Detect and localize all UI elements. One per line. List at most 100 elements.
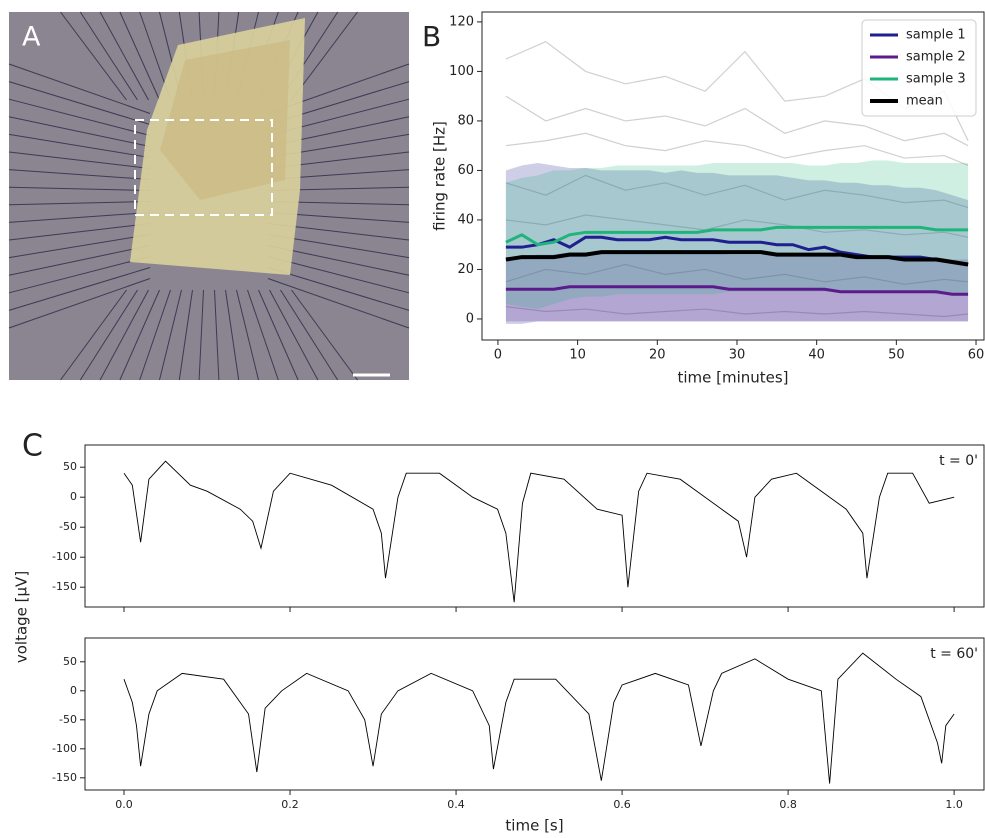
electrode-line <box>119 11 160 101</box>
electrode-line <box>291 289 358 381</box>
x-tick-label: 50 <box>888 348 905 363</box>
trace-line <box>123 460 955 603</box>
trace-line <box>123 652 955 784</box>
x-tick-label: 0 <box>494 348 502 363</box>
electrode-line <box>280 289 339 381</box>
trace-line <box>505 95 969 147</box>
x-tick-label: 20 <box>649 348 666 363</box>
y-tick-label: -150 <box>52 580 77 593</box>
y-tick-label: 0 <box>466 311 474 326</box>
electrode-line <box>60 11 127 101</box>
y-tick-label: -50 <box>59 520 77 533</box>
legend-label: sample 2 <box>906 50 966 65</box>
panel-label: A <box>22 22 41 53</box>
electrode-line <box>8 256 151 294</box>
x-tick-label: 0.6 <box>613 798 631 811</box>
trace-line <box>505 174 969 209</box>
x-tick-label: 1.0 <box>945 798 963 811</box>
electrode-line <box>8 212 151 223</box>
electrode-line <box>8 169 151 180</box>
roi-box <box>134 119 273 216</box>
y-tick-label: -100 <box>52 742 77 755</box>
electrode-line <box>8 186 151 191</box>
series-line <box>505 225 969 247</box>
x-tick-label: 30 <box>729 348 746 363</box>
annotation: t = 60' <box>930 646 978 662</box>
electrode-line <box>8 151 151 169</box>
electrode-line <box>99 289 149 381</box>
y-tick-label: -150 <box>52 771 77 784</box>
series-line <box>505 250 969 267</box>
y-tick-label: 50 <box>63 460 77 473</box>
x-tick-label: 0.0 <box>115 798 133 811</box>
electrode-line <box>267 256 410 294</box>
series-line <box>505 285 969 296</box>
electrode-line <box>8 116 151 147</box>
plot-area <box>123 460 955 603</box>
electrode-line <box>8 267 151 311</box>
axes-frame <box>84 444 985 608</box>
electrode-line <box>60 289 127 381</box>
x-tick-label: 10 <box>569 348 586 363</box>
y-tick-label: 0 <box>70 684 77 697</box>
electrode-line <box>79 11 138 101</box>
y-tick-label: 120 <box>449 14 474 29</box>
x-tick-label: 60 <box>968 348 985 363</box>
electrode-line <box>99 11 149 101</box>
x-tick-label: 0.8 <box>779 798 797 811</box>
y-tick-label: 20 <box>457 262 474 277</box>
electrode-line <box>267 278 410 329</box>
legend-label: mean <box>906 94 943 109</box>
x-axis-label: time [s] <box>505 817 563 835</box>
electrode-line <box>79 289 138 381</box>
legend-label: sample 3 <box>906 72 966 87</box>
electrode-line <box>247 289 279 381</box>
y-axis-label: firing rate [Hz] <box>431 121 449 231</box>
y-tick-label: 100 <box>449 64 474 79</box>
electrode-line <box>119 289 160 381</box>
x-axis-label: time [minutes] <box>677 369 788 387</box>
y-tick-label: 80 <box>457 113 474 128</box>
electrode-line <box>8 223 151 241</box>
panel-label: C <box>22 429 43 464</box>
x-tick-label: 0.2 <box>281 798 299 811</box>
axes-frame <box>481 11 985 341</box>
electrode-line <box>8 278 151 329</box>
y-tick-label: -50 <box>59 713 77 726</box>
photo <box>8 11 410 381</box>
y-tick-label: 0 <box>70 490 77 503</box>
electrode-line <box>178 289 193 381</box>
y-tick-label: -100 <box>52 550 77 563</box>
plot-area <box>123 652 955 784</box>
electrode-line <box>8 201 151 206</box>
electrode-line <box>8 63 151 114</box>
annotation: t = 0' <box>939 453 978 469</box>
electrode-line <box>8 234 151 259</box>
legend-box <box>861 19 977 117</box>
y-tick-label: 50 <box>63 655 77 668</box>
y-tick-label: 60 <box>457 163 474 178</box>
electrode-line <box>267 267 410 311</box>
trace-line <box>505 263 969 285</box>
electrode-line <box>236 289 259 381</box>
electrode-line <box>159 289 182 381</box>
electrode-line <box>214 289 220 381</box>
trace-line <box>505 305 969 318</box>
trace-line <box>505 214 969 238</box>
plot-area <box>505 41 969 324</box>
electrode-line <box>8 98 151 136</box>
electrode-line <box>269 289 319 381</box>
electrode-line <box>8 133 151 158</box>
axes-frame <box>84 637 985 791</box>
electrode-line <box>198 289 204 381</box>
error-band <box>505 160 969 310</box>
y-axis-label: voltage [µV] <box>13 571 31 663</box>
y-tick-label: 40 <box>457 212 474 227</box>
electrode-line <box>258 289 299 381</box>
electrode-line <box>8 81 151 125</box>
panel-label: B <box>422 20 441 53</box>
electrode-line <box>139 289 171 381</box>
x-tick-label: 40 <box>808 348 825 363</box>
